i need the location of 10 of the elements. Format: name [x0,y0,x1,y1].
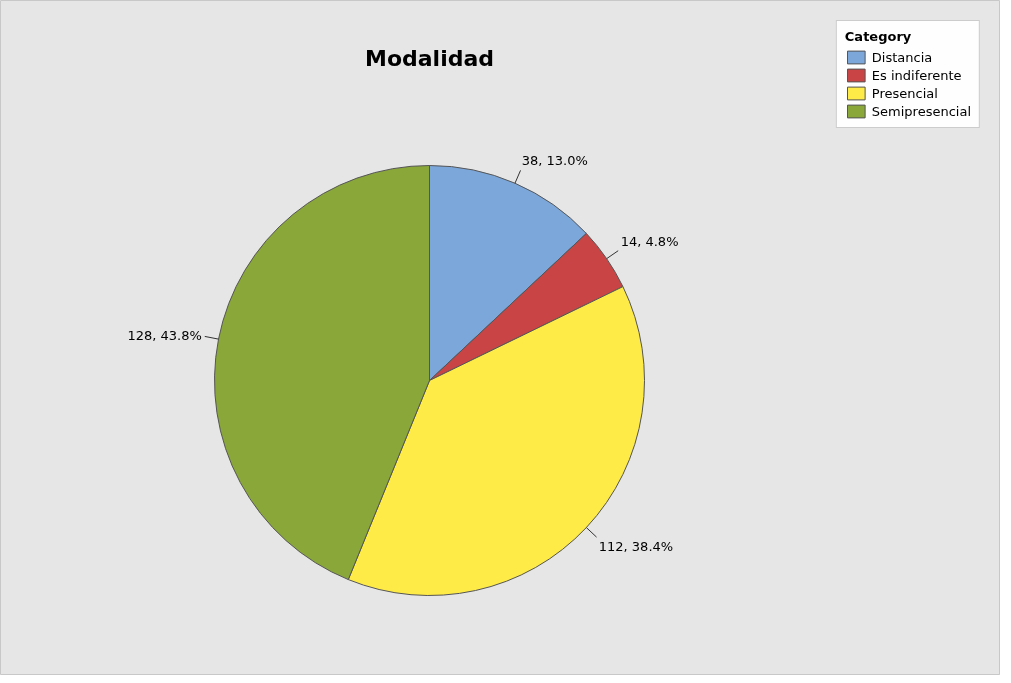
legend-label: Semipresencial [871,103,971,119]
data-label: 14, 4.8% [620,234,679,250]
data-label: 112, 38.4% [598,539,674,555]
text: Modalidad [364,46,495,71]
legend-label: Distancia [871,49,933,65]
data-label: 38, 13.0% [521,152,588,168]
data-label: 128, 43.8% [127,328,202,344]
legend-title: Category [844,29,913,44]
legend-label: Es indiferente [871,67,962,83]
legend-label: Presencial [871,85,938,101]
